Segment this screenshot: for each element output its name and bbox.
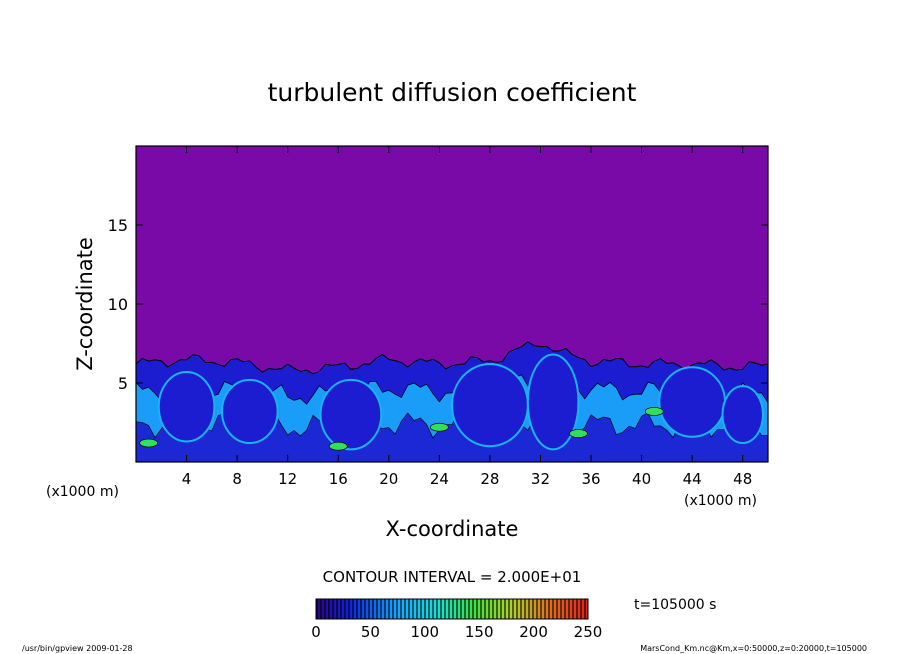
x-tick-label: 4 xyxy=(182,470,192,488)
high-value-patch xyxy=(644,407,664,416)
convective-cell xyxy=(157,370,216,443)
high-value-patch xyxy=(328,441,348,451)
high-value-patch xyxy=(569,429,588,438)
colorbar-tick-label: 0 xyxy=(311,623,321,641)
convective-cell xyxy=(526,353,580,451)
footer-right: MarsCond_Km.nc@Km,x=0:50000,z=0:20000,t=… xyxy=(640,644,867,653)
chart-title: turbulent diffusion coefficient xyxy=(268,78,637,107)
x-tick-label: 44 xyxy=(683,470,702,488)
convective-cell xyxy=(721,385,764,445)
colorbar: 0 50 100 150 200 250 xyxy=(311,598,602,641)
y-ticks: 5 10 15 xyxy=(108,216,768,393)
colorbar-tick-label: 100 xyxy=(410,623,439,641)
convective-cell xyxy=(319,378,383,451)
time-label: t=105000 s xyxy=(634,597,716,613)
x-tick-label: 8 xyxy=(232,470,242,488)
x-tick-label: 20 xyxy=(379,470,398,488)
x-tick-label: 28 xyxy=(480,470,499,488)
x-tick-label: 32 xyxy=(531,470,550,488)
y-tick-label: 15 xyxy=(108,216,128,235)
x-ticks: 4 8 12 16 20 24 28 32 36 40 44 48 xyxy=(182,146,752,488)
x-axis-label: X-coordinate xyxy=(386,517,519,541)
high-value-patch xyxy=(430,422,449,432)
colorbar-tick-label: 250 xyxy=(574,623,603,641)
x-unit-right: (x1000 m) xyxy=(684,493,757,509)
colorbar-frame xyxy=(315,598,589,620)
y-tick-label: 10 xyxy=(108,295,128,314)
x-unit-left: (x1000 m) xyxy=(46,484,119,500)
y-tick-label: 5 xyxy=(118,374,128,393)
x-tick-label: 16 xyxy=(329,470,348,488)
convective-cell xyxy=(220,378,279,445)
convective-cell xyxy=(658,366,727,438)
high-value-patch xyxy=(139,438,158,448)
x-tick-label: 36 xyxy=(581,470,600,488)
x-tick-label: 24 xyxy=(430,470,449,488)
footer-left: /usr/bin/gpview 2009-01-28 xyxy=(22,644,133,653)
x-tick-label: 12 xyxy=(278,470,297,488)
x-tick-label: 48 xyxy=(733,470,752,488)
colorbar-tick-label: 150 xyxy=(465,623,494,641)
colorbar-contour-lines xyxy=(316,599,588,619)
colorbar-ticks: 0 50 100 150 200 250 xyxy=(311,623,602,641)
contour-interval: CONTOUR INTERVAL = 2.000E+01 xyxy=(323,568,582,586)
y-axis-label: Z-coordinate xyxy=(73,237,97,371)
turbulent-mixing-layer xyxy=(136,341,768,462)
colorbar-tick-label: 200 xyxy=(519,623,548,641)
convective-cell xyxy=(451,363,529,448)
x-tick-label: 40 xyxy=(632,470,651,488)
colorbar-tick-label: 50 xyxy=(361,623,380,641)
